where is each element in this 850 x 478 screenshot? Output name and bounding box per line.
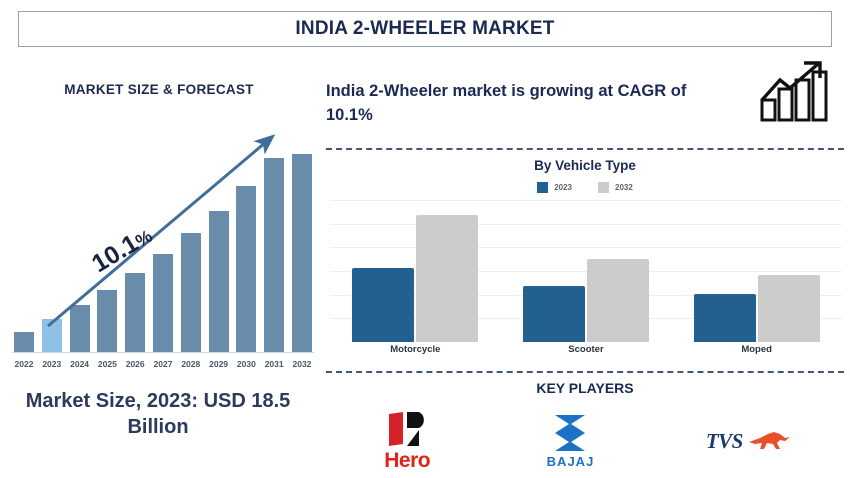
growth-bar-chart-icon bbox=[760, 61, 828, 122]
market-size-year-labels: 2022 2023 2024 2025 2026 2027 2028 2029 2030 2031… bbox=[14, 359, 312, 369]
market-size-bar bbox=[125, 273, 146, 352]
market-size-bars bbox=[14, 124, 312, 352]
bar-group bbox=[340, 200, 490, 342]
vehicle-type-bar bbox=[352, 268, 415, 342]
right-panel: India 2-Wheeler market is growing at CAG… bbox=[322, 58, 850, 478]
year-label: 2028 bbox=[181, 359, 201, 369]
gridline bbox=[330, 200, 842, 201]
tvs-horse-icon bbox=[748, 432, 790, 449]
legend-item: 2032 bbox=[598, 182, 633, 193]
bajaj-wordmark: BAJAJ bbox=[546, 454, 595, 469]
player-logo-bajaj: BAJAJ bbox=[541, 413, 599, 469]
category-label: Scooter bbox=[568, 344, 604, 355]
vehicle-type-bar bbox=[757, 275, 820, 342]
legend-swatch bbox=[598, 182, 609, 193]
market-size-bar-column bbox=[41, 124, 62, 352]
hero-logo-icon bbox=[389, 411, 425, 446]
cagr-headline: India 2-Wheeler market is growing at CAG… bbox=[326, 82, 687, 124]
market-size-bar bbox=[152, 254, 173, 352]
key-players-logos: Hero BAJAJ TVS bbox=[326, 406, 844, 476]
tvs-logo-row: TVS bbox=[706, 429, 791, 454]
year-label: 2022 bbox=[14, 359, 34, 369]
player-logo-hero: Hero bbox=[379, 410, 435, 473]
chart-baseline bbox=[12, 352, 314, 353]
market-size-bar-column bbox=[69, 124, 90, 352]
gridline bbox=[330, 295, 842, 296]
market-size-bar bbox=[291, 154, 312, 352]
market-size-panel: MARKET SIZE & FORECAST 2022 2023 2024 2025 2… bbox=[0, 58, 318, 478]
year-label: 2025 bbox=[97, 359, 117, 369]
market-size-bar bbox=[69, 305, 90, 352]
year-label: 2026 bbox=[125, 359, 145, 369]
chart-gridlines bbox=[330, 200, 842, 342]
market-size-bar bbox=[14, 332, 34, 352]
bajaj-logo-icon bbox=[555, 415, 586, 451]
vehicle-type-bar bbox=[522, 286, 585, 342]
divider-bottom bbox=[326, 371, 844, 373]
vehicle-type-bar bbox=[416, 215, 479, 342]
gridline bbox=[330, 271, 842, 272]
bar-group bbox=[682, 200, 832, 342]
vehicle-type-bar-groups bbox=[330, 200, 842, 342]
market-size-bar-column bbox=[264, 124, 285, 352]
market-size-footnote: Market Size, 2023: USD 18.5 Billion bbox=[25, 390, 291, 438]
player-logo-tvs: TVS bbox=[706, 429, 791, 454]
market-size-bar-column bbox=[152, 124, 173, 352]
category-label: Motorcycle bbox=[390, 344, 441, 355]
market-size-bar-column bbox=[291, 124, 312, 352]
market-size-chart: 2022 2023 2024 2025 2026 2027 2028 2029 2030 2031… bbox=[6, 110, 314, 370]
year-label: 2031 bbox=[264, 359, 284, 369]
legend-label: 2032 bbox=[615, 183, 633, 192]
market-size-bar bbox=[97, 290, 118, 352]
headline-row: India 2-Wheeler market is growing at CAG… bbox=[326, 80, 846, 128]
market-size-bar bbox=[41, 319, 62, 352]
market-size-bar-column bbox=[236, 124, 257, 352]
market-size-heading: MARKET SIZE & FORECAST bbox=[64, 82, 254, 97]
vehicle-type-legend: 2023 2032 bbox=[326, 182, 844, 193]
vehicle-type-title: By Vehicle Type bbox=[534, 158, 636, 173]
market-size-bar bbox=[264, 158, 285, 352]
vehicle-type-bar bbox=[586, 259, 649, 342]
vehicle-type-bar bbox=[693, 294, 756, 342]
tvs-wordmark: TVS bbox=[705, 428, 744, 453]
year-label: 2027 bbox=[153, 359, 173, 369]
market-size-bar bbox=[208, 211, 229, 352]
year-label: 2024 bbox=[70, 359, 90, 369]
hero-wordmark: Hero bbox=[384, 448, 431, 472]
page-title-box: INDIA 2-WHEELER MARKET bbox=[18, 11, 832, 47]
year-label: 2032 bbox=[292, 359, 312, 369]
vehicle-type-category-labels: Motorcycle Scooter Moped bbox=[330, 344, 842, 355]
market-size-bar-column bbox=[208, 124, 229, 352]
year-label: 2029 bbox=[209, 359, 229, 369]
page-title: INDIA 2-WHEELER MARKET bbox=[295, 18, 555, 39]
legend-swatch bbox=[537, 182, 549, 193]
category-label: Moped bbox=[741, 344, 772, 355]
year-label: 2023 bbox=[42, 359, 62, 369]
legend-item: 2023 bbox=[537, 182, 572, 193]
key-players-title: KEY PLAYERS bbox=[536, 380, 634, 396]
bar-group bbox=[511, 200, 661, 342]
gridline bbox=[330, 247, 842, 248]
legend-label: 2023 bbox=[554, 183, 572, 192]
market-size-bar bbox=[236, 186, 257, 352]
vehicle-type-chart: Motorcycle Scooter Moped bbox=[330, 200, 842, 362]
year-label: 2030 bbox=[236, 359, 256, 369]
market-size-bar-column bbox=[180, 124, 201, 352]
gridline bbox=[330, 224, 842, 225]
market-size-bar bbox=[180, 233, 201, 352]
divider-top bbox=[326, 148, 844, 150]
gridline bbox=[330, 318, 842, 319]
market-size-bar-column bbox=[14, 124, 34, 352]
